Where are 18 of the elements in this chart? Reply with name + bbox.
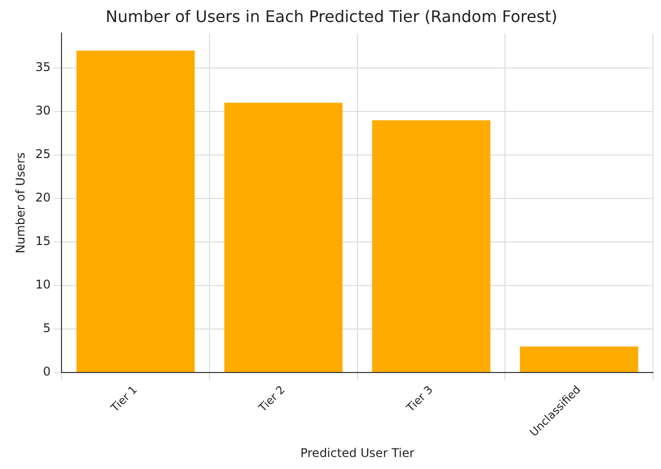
y-axis-title: Number of Users (13, 152, 28, 254)
bar (76, 50, 195, 372)
x-tick-label: Tier 2 (256, 383, 288, 416)
bar (372, 120, 490, 372)
chart-title: Number of Users in Each Predicted Tier (Random Forest) (106, 6, 558, 26)
x-axis-title: Predicted User Tier (300, 446, 414, 460)
bar (520, 346, 638, 372)
bar (224, 102, 343, 372)
y-tick-label: 30 (35, 104, 51, 118)
y-tick-label: 10 (35, 278, 51, 292)
y-tick-label: 25 (35, 147, 51, 162)
x-tick-label: Tier 3 (403, 383, 436, 416)
x-tick-label: Tier 1 (108, 383, 140, 416)
y-tick-label: 15 (35, 234, 51, 248)
y-tick-label: 0 (43, 364, 51, 379)
y-tick-label: 20 (35, 190, 51, 205)
y-tick-label: 5 (43, 321, 51, 336)
y-tick-label: 35 (35, 60, 51, 74)
